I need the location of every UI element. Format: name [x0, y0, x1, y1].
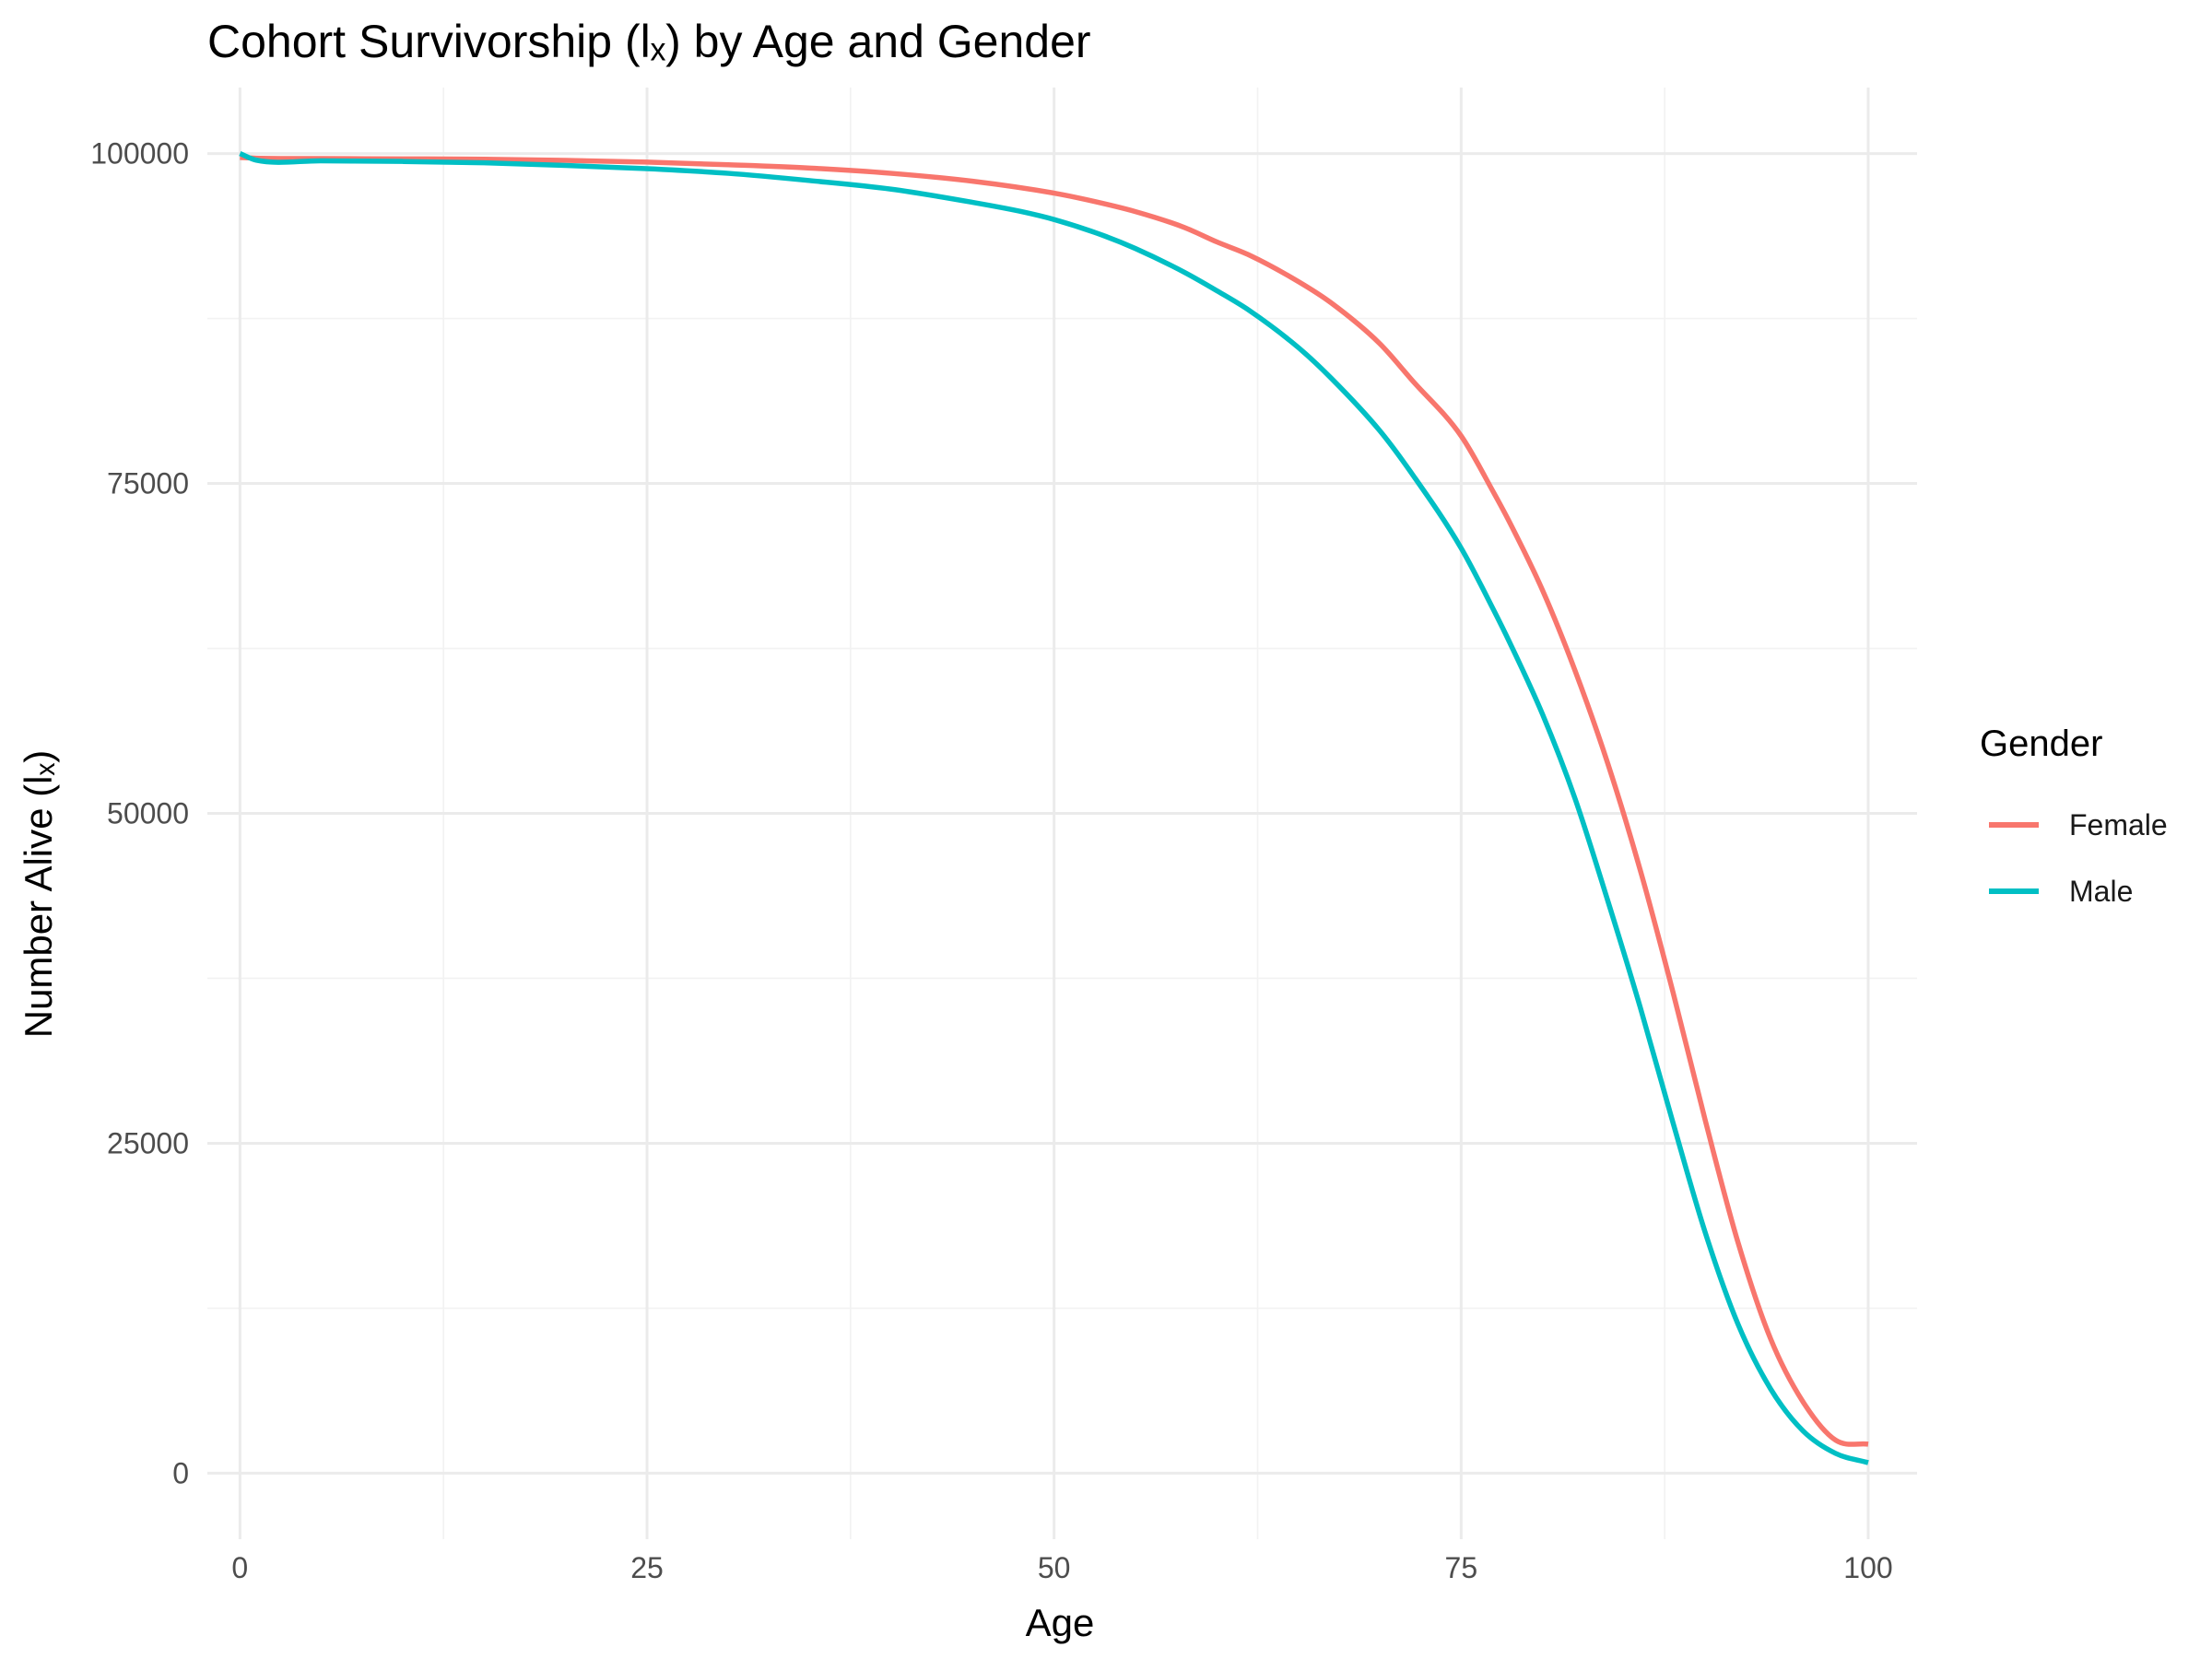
legend-items: Female Male: [1989, 808, 2168, 908]
x-tick-label: 0: [231, 1551, 248, 1584]
y-axis-tick-labels: 0 25000 50000 75000 100000: [90, 137, 189, 1490]
series-line-male: [239, 151, 1869, 1465]
y-tick-label: 75000: [107, 467, 189, 500]
series-line-female: [240, 155, 1869, 1447]
legend-title: Gender: [1980, 724, 2102, 764]
legend: Gender Female Male: [1980, 724, 2168, 908]
x-tick-label: 25: [630, 1551, 664, 1584]
x-tick-label: 100: [1843, 1551, 1892, 1584]
x-tick-label: 50: [1038, 1551, 1071, 1584]
legend-label-male: Male: [2069, 875, 2133, 908]
y-tick-label: 50000: [107, 797, 189, 830]
x-tick-label: 75: [1445, 1551, 1478, 1584]
series-lines: [239, 151, 1869, 1465]
y-tick-label: 25000: [107, 1126, 189, 1159]
x-axis-title: Age: [1026, 1601, 1095, 1644]
chart-title: Cohort Survivorship (lₓ) by Age and Gend…: [207, 16, 1091, 67]
y-tick-label: 0: [172, 1456, 189, 1489]
y-tick-label: 100000: [90, 137, 189, 171]
major-gridlines: [207, 88, 1917, 1539]
legend-label-female: Female: [2069, 808, 2168, 841]
y-axis-title: Number Alive (lₓ): [17, 750, 60, 1039]
minor-gridlines: [207, 88, 1917, 1539]
x-axis-tick-labels: 0 25 50 75 100: [231, 1551, 1892, 1584]
